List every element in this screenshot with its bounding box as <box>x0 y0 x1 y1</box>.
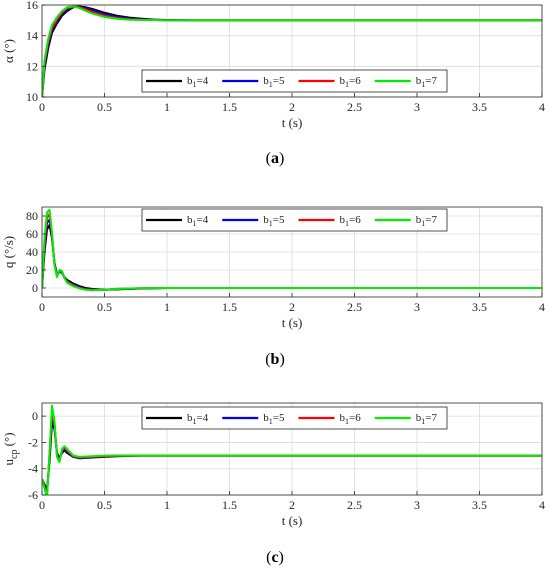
y-tick-label: -2 <box>28 435 38 449</box>
x-tick-label: 2.5 <box>347 300 362 314</box>
x-tick-label: 0.5 <box>97 100 112 114</box>
legend-label: b1=5 <box>263 412 285 426</box>
series-line-b1-7 <box>42 404 542 495</box>
x-tick-label: 0.5 <box>97 498 112 512</box>
legend-label: b1=4 <box>187 214 209 228</box>
y-tick-label: 16 <box>26 0 38 12</box>
legend-box <box>141 406 448 430</box>
x-tick-label: 0 <box>39 498 45 512</box>
legend: b1=4 b1=5 b1=6 b1=7 <box>141 69 448 93</box>
panel-caption: (c) <box>266 549 284 566</box>
legend-label: b1=7 <box>416 75 438 89</box>
y-axis-label: α (°) <box>1 39 16 63</box>
legend-label: b1=6 <box>340 75 362 89</box>
y-tick-label: 10 <box>26 90 38 104</box>
x-tick-label: 0.5 <box>97 300 112 314</box>
y-axis-label: ucp (°) <box>1 432 20 465</box>
x-tick-label: 4 <box>539 100 545 114</box>
legend-label: b1=7 <box>416 214 438 228</box>
chart-panel-c: 0 0.5 1 1.5 2 2.5 3 3.5 4 -6 -4 -2 0 t (s) ucp (°) b1=4… <box>1 402 545 566</box>
x-tick-label: 1.5 <box>222 100 237 114</box>
y-tick-label: 0 <box>32 281 38 295</box>
y-axis-label: q (°/s) <box>1 236 16 268</box>
y-tick-label: 40 <box>26 245 38 259</box>
legend: b1=4 b1=5 b1=6 b1=7 <box>141 406 448 430</box>
x-axis-label: t (s) <box>282 513 303 528</box>
x-tick-label: 1 <box>164 300 170 314</box>
x-tick-label: 1.5 <box>222 300 237 314</box>
x-tick-label: 3.5 <box>472 498 487 512</box>
x-tick-label: 3 <box>414 100 420 114</box>
x-tick-label: 1 <box>164 498 170 512</box>
series-line-b1-7 <box>42 5 542 97</box>
x-tick-label: 2.5 <box>347 100 362 114</box>
legend-label: b1=4 <box>187 75 209 89</box>
panel-caption: (b) <box>265 351 285 368</box>
x-tick-label: 0 <box>39 100 45 114</box>
x-tick-label: 2 <box>289 100 295 114</box>
y-tick-label: 0 <box>32 409 38 423</box>
series-line-b1-7 <box>42 208 542 292</box>
x-tick-label: 2 <box>289 300 295 314</box>
y-tick-label: 14 <box>26 29 38 43</box>
x-tick-label: 3 <box>414 300 420 314</box>
legend-label: b1=5 <box>263 75 285 89</box>
y-tick-label: -6 <box>28 488 38 502</box>
x-tick-label: 2.5 <box>347 498 362 512</box>
legend-box <box>141 69 448 93</box>
x-tick-label: 4 <box>539 300 545 314</box>
x-tick-label: 0 <box>39 300 45 314</box>
x-tick-label: 1.5 <box>222 498 237 512</box>
y-tick-label: 60 <box>26 227 38 241</box>
legend-label: b1=7 <box>416 412 438 426</box>
legend: b1=4 b1=5 b1=6 b1=7 <box>141 208 448 232</box>
x-tick-label: 2 <box>289 498 295 512</box>
legend-label: b1=6 <box>340 214 362 228</box>
legend-label: b1=5 <box>263 214 285 228</box>
panel-caption: (a) <box>266 150 285 167</box>
y-tick-label: 80 <box>26 209 38 223</box>
x-tick-label: 1 <box>164 100 170 114</box>
x-tick-label: 3 <box>414 498 420 512</box>
x-axis-label: t (s) <box>282 115 303 130</box>
legend-box <box>141 208 448 232</box>
legend-label: b1=4 <box>187 412 209 426</box>
y-tick-label: -4 <box>28 462 38 476</box>
y-tick-label: 20 <box>26 263 38 277</box>
x-tick-label: 3.5 <box>472 100 487 114</box>
x-tick-label: 4 <box>539 498 545 512</box>
x-tick-label: 3.5 <box>472 300 487 314</box>
y-tick-label: 12 <box>26 59 38 73</box>
x-axis-label: t (s) <box>282 315 303 330</box>
legend-label: b1=6 <box>340 412 362 426</box>
